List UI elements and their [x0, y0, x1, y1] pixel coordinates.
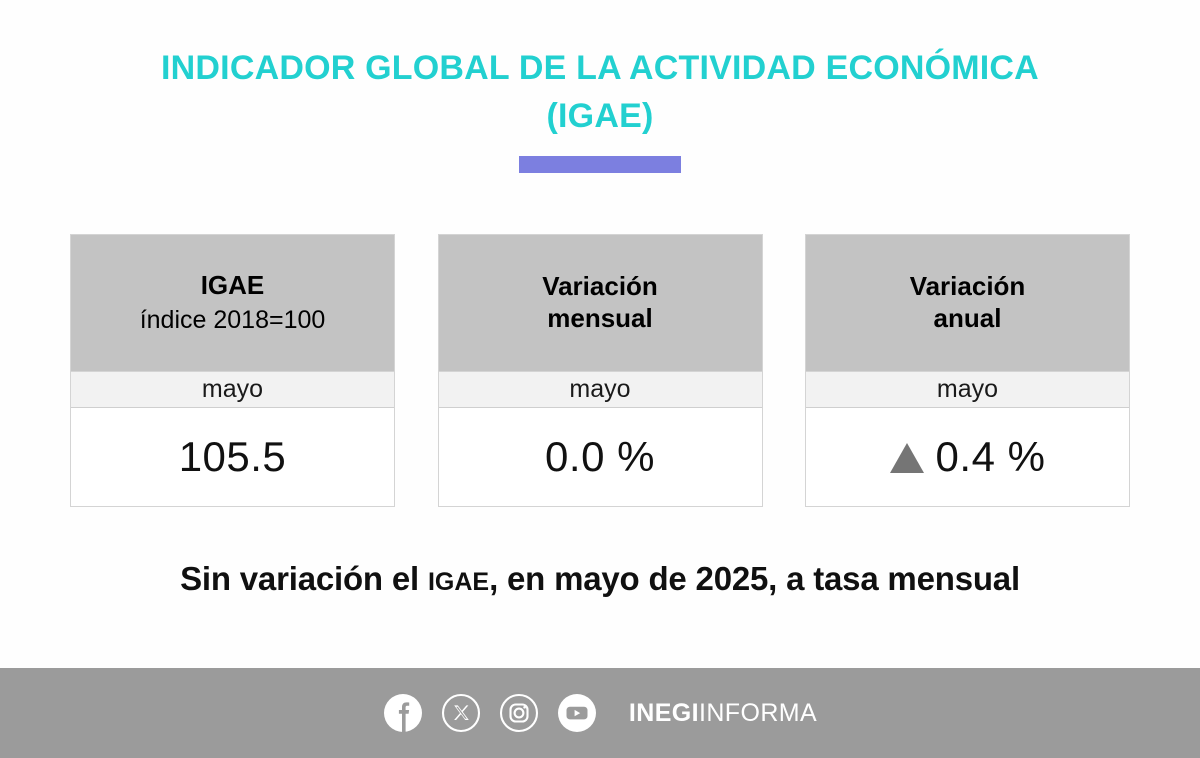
igae-index-card-value-row: 105.5 [71, 408, 394, 506]
x-twitter-icon[interactable] [441, 693, 481, 733]
igae-index-card-header: IGAE índice 2018=100 [71, 235, 394, 371]
caption-acronym: IGAE [427, 568, 490, 596]
annual-variation-card-title-line1: Variación [909, 271, 1026, 302]
monthly-variation-card-header: Variación mensual [438, 235, 762, 371]
igae-index-card-title: IGAE [200, 270, 265, 301]
brand-bold: INEGI [628, 698, 699, 727]
monthly-variation-card-value-row: 0.0 % [438, 408, 762, 506]
annual-variation-card-value: 0.4 % [935, 433, 1046, 480]
igae-index-card-period: mayo [71, 371, 394, 408]
instagram-icon[interactable] [499, 693, 539, 733]
monthly-variation-card-value: 0.0 % [545, 433, 655, 480]
igae-index-card-subtitle: índice 2018=100 [139, 305, 326, 334]
title-block: INDICADOR GLOBAL DE LA ACTIVIDAD ECONÓMI… [0, 44, 1200, 141]
caption: Sin variación el IGAE, en mayo de 2025, … [0, 560, 1200, 598]
igae-index-card: IGAE índice 2018=100 mayo 105.5 [70, 234, 395, 507]
footer-bar: INEGIINFORMA [0, 668, 1200, 758]
title-divider-wrap [0, 156, 1200, 173]
brand-light: INFORMA [699, 698, 818, 727]
title-divider [519, 156, 681, 173]
annual-variation-card: Variación anual mayo 0.4 % [805, 234, 1130, 507]
caption-part2: , en mayo de 2025, a tasa mensual [489, 560, 1020, 597]
monthly-variation-card-period: mayo [438, 371, 762, 408]
annual-variation-card-title-line2: anual [933, 303, 1002, 333]
metric-cards: IGAE índice 2018=100 mayo 105.5 Variació… [70, 234, 1130, 507]
monthly-variation-card-title-line1: Variación [542, 271, 658, 302]
annual-variation-card-header: Variación anual [806, 235, 1129, 371]
caption-part1: Sin variación el [180, 560, 428, 597]
annual-variation-card-period: mayo [806, 371, 1129, 408]
page-title: INDICADOR GLOBAL DE LA ACTIVIDAD ECONÓMI… [161, 49, 1039, 136]
monthly-variation-card-title-line2: mensual [547, 303, 653, 333]
brand-inegi-informa: INEGIINFORMA [629, 699, 817, 728]
facebook-icon[interactable] [383, 693, 423, 733]
annual-variation-card-value-row: 0.4 % [806, 408, 1129, 506]
trend-up-icon [889, 443, 924, 473]
monthly-variation-card: Variación mensual mayo 0.0 % [437, 234, 763, 507]
igae-index-card-value: 105.5 [178, 433, 287, 480]
youtube-icon[interactable] [557, 693, 597, 733]
